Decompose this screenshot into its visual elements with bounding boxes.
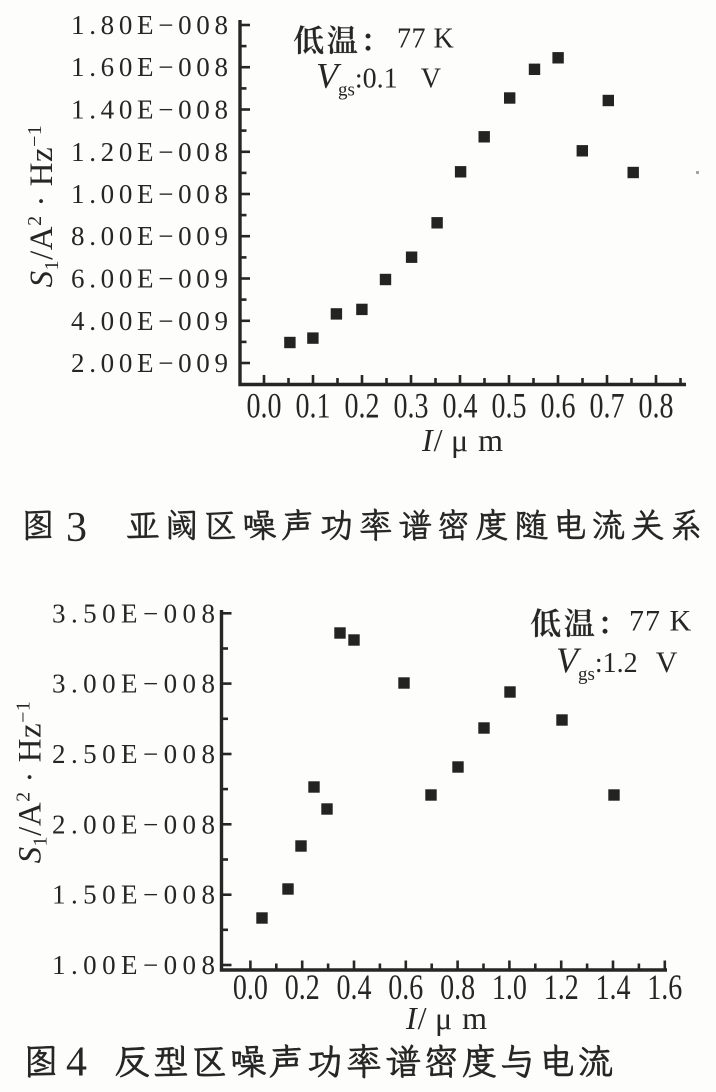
svg-text:2.00E−009: 2.00E−009 [71,348,228,378]
svg-text:77 K: 77 K [629,605,692,638]
svg-text:3.50E−008: 3.50E−008 [52,598,215,628]
svg-text:Vgs:1.2V: Vgs:1.2 V [556,640,678,685]
svg-text:3.00E−008: 3.00E−008 [52,669,215,699]
svg-text:1.60E−008: 1.60E−008 [71,52,228,82]
svg-text:Vgs:0.1V: Vgs:0.1 V [316,56,441,101]
svg-text:1.50E−008: 1.50E−008 [52,880,215,910]
svg-text:2.00E−008: 2.00E−008 [52,809,215,839]
svg-text:0.2: 0.2 [345,386,380,426]
svg-text:1.40E−008: 1.40E−008 [71,95,228,125]
svg-text:1.80E−008: 1.80E−008 [71,10,228,40]
svg-text:1.4: 1.4 [596,967,631,1007]
svg-text:0.5: 0.5 [492,386,527,426]
svg-text:0.0: 0.0 [247,386,282,426]
svg-text:1.6: 1.6 [647,967,682,1007]
svg-text:I/ μ m: I/ μ m [405,1000,488,1036]
svg-text:1.00E−008: 1.00E−008 [52,950,215,980]
svg-text:1.0: 1.0 [492,967,527,1007]
svg-text:77 K: 77 K [397,24,454,55]
svg-text:4.00E−009: 4.00E−009 [71,306,228,336]
svg-text:0.3: 0.3 [394,386,429,426]
svg-text:0.8: 0.8 [639,386,674,426]
svg-text:3: 3 [66,505,87,551]
svg-text:0.8: 0.8 [440,967,475,1007]
svg-text:S1/A2 · Hz−1: S1/A2 · Hz−1 [24,125,63,288]
svg-text:S1/A2 · Hz−1: S1/A2 · Hz−1 [13,701,52,864]
svg-text:8.00E−009: 8.00E−009 [71,221,228,251]
svg-text:6.00E−009: 6.00E−009 [71,264,228,294]
svg-text:4: 4 [66,1040,87,1086]
svg-text:0.1: 0.1 [296,386,331,426]
svg-text:0.6: 0.6 [541,386,576,426]
svg-text:0.6: 0.6 [388,967,423,1007]
svg-text:0.4: 0.4 [337,967,372,1007]
svg-text:0.2: 0.2 [285,967,320,1007]
svg-text:0.7: 0.7 [590,386,625,426]
svg-text:0.4: 0.4 [443,386,478,426]
svg-text:1.00E−008: 1.00E−008 [71,179,228,209]
svg-text:2.50E−008: 2.50E−008 [52,739,215,769]
svg-text:1.2: 1.2 [544,967,579,1007]
svg-text:0.0: 0.0 [233,967,268,1007]
svg-text:1.20E−008: 1.20E−008 [71,137,228,167]
svg-text:I/ μ m: I/ μ m [421,422,504,458]
